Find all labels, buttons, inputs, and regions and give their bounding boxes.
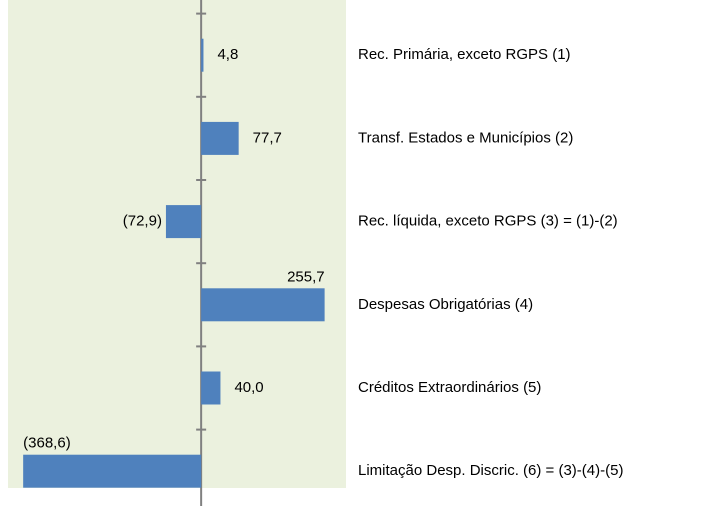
category-label: Limitação Desp. Discric. (6) = (3)-(4)-(… — [358, 462, 623, 479]
data-label: 40,0 — [234, 379, 263, 396]
category-label: Créditos Extraordinários (5) — [358, 379, 541, 396]
bar — [201, 288, 325, 322]
bar — [23, 454, 202, 488]
bar — [201, 38, 204, 72]
category-label: Rec. líquida, exceto RGPS (3) = (1)-(2) — [358, 213, 618, 230]
data-label: 4,8 — [217, 46, 238, 63]
data-label: 77,7 — [253, 129, 282, 146]
plot-area — [8, 0, 346, 488]
category-label: Rec. Primária, exceto RGPS (1) — [358, 46, 571, 63]
category-label: Transf. Estados e Municípios (2) — [358, 129, 573, 146]
bar — [201, 121, 239, 155]
data-label: 255,7 — [287, 268, 325, 285]
category-label: Despesas Obrigatórias (4) — [358, 296, 533, 313]
bar — [201, 371, 221, 405]
data-label: (368,6) — [23, 435, 71, 452]
bar — [165, 205, 202, 239]
data-label: (72,9) — [123, 213, 162, 230]
